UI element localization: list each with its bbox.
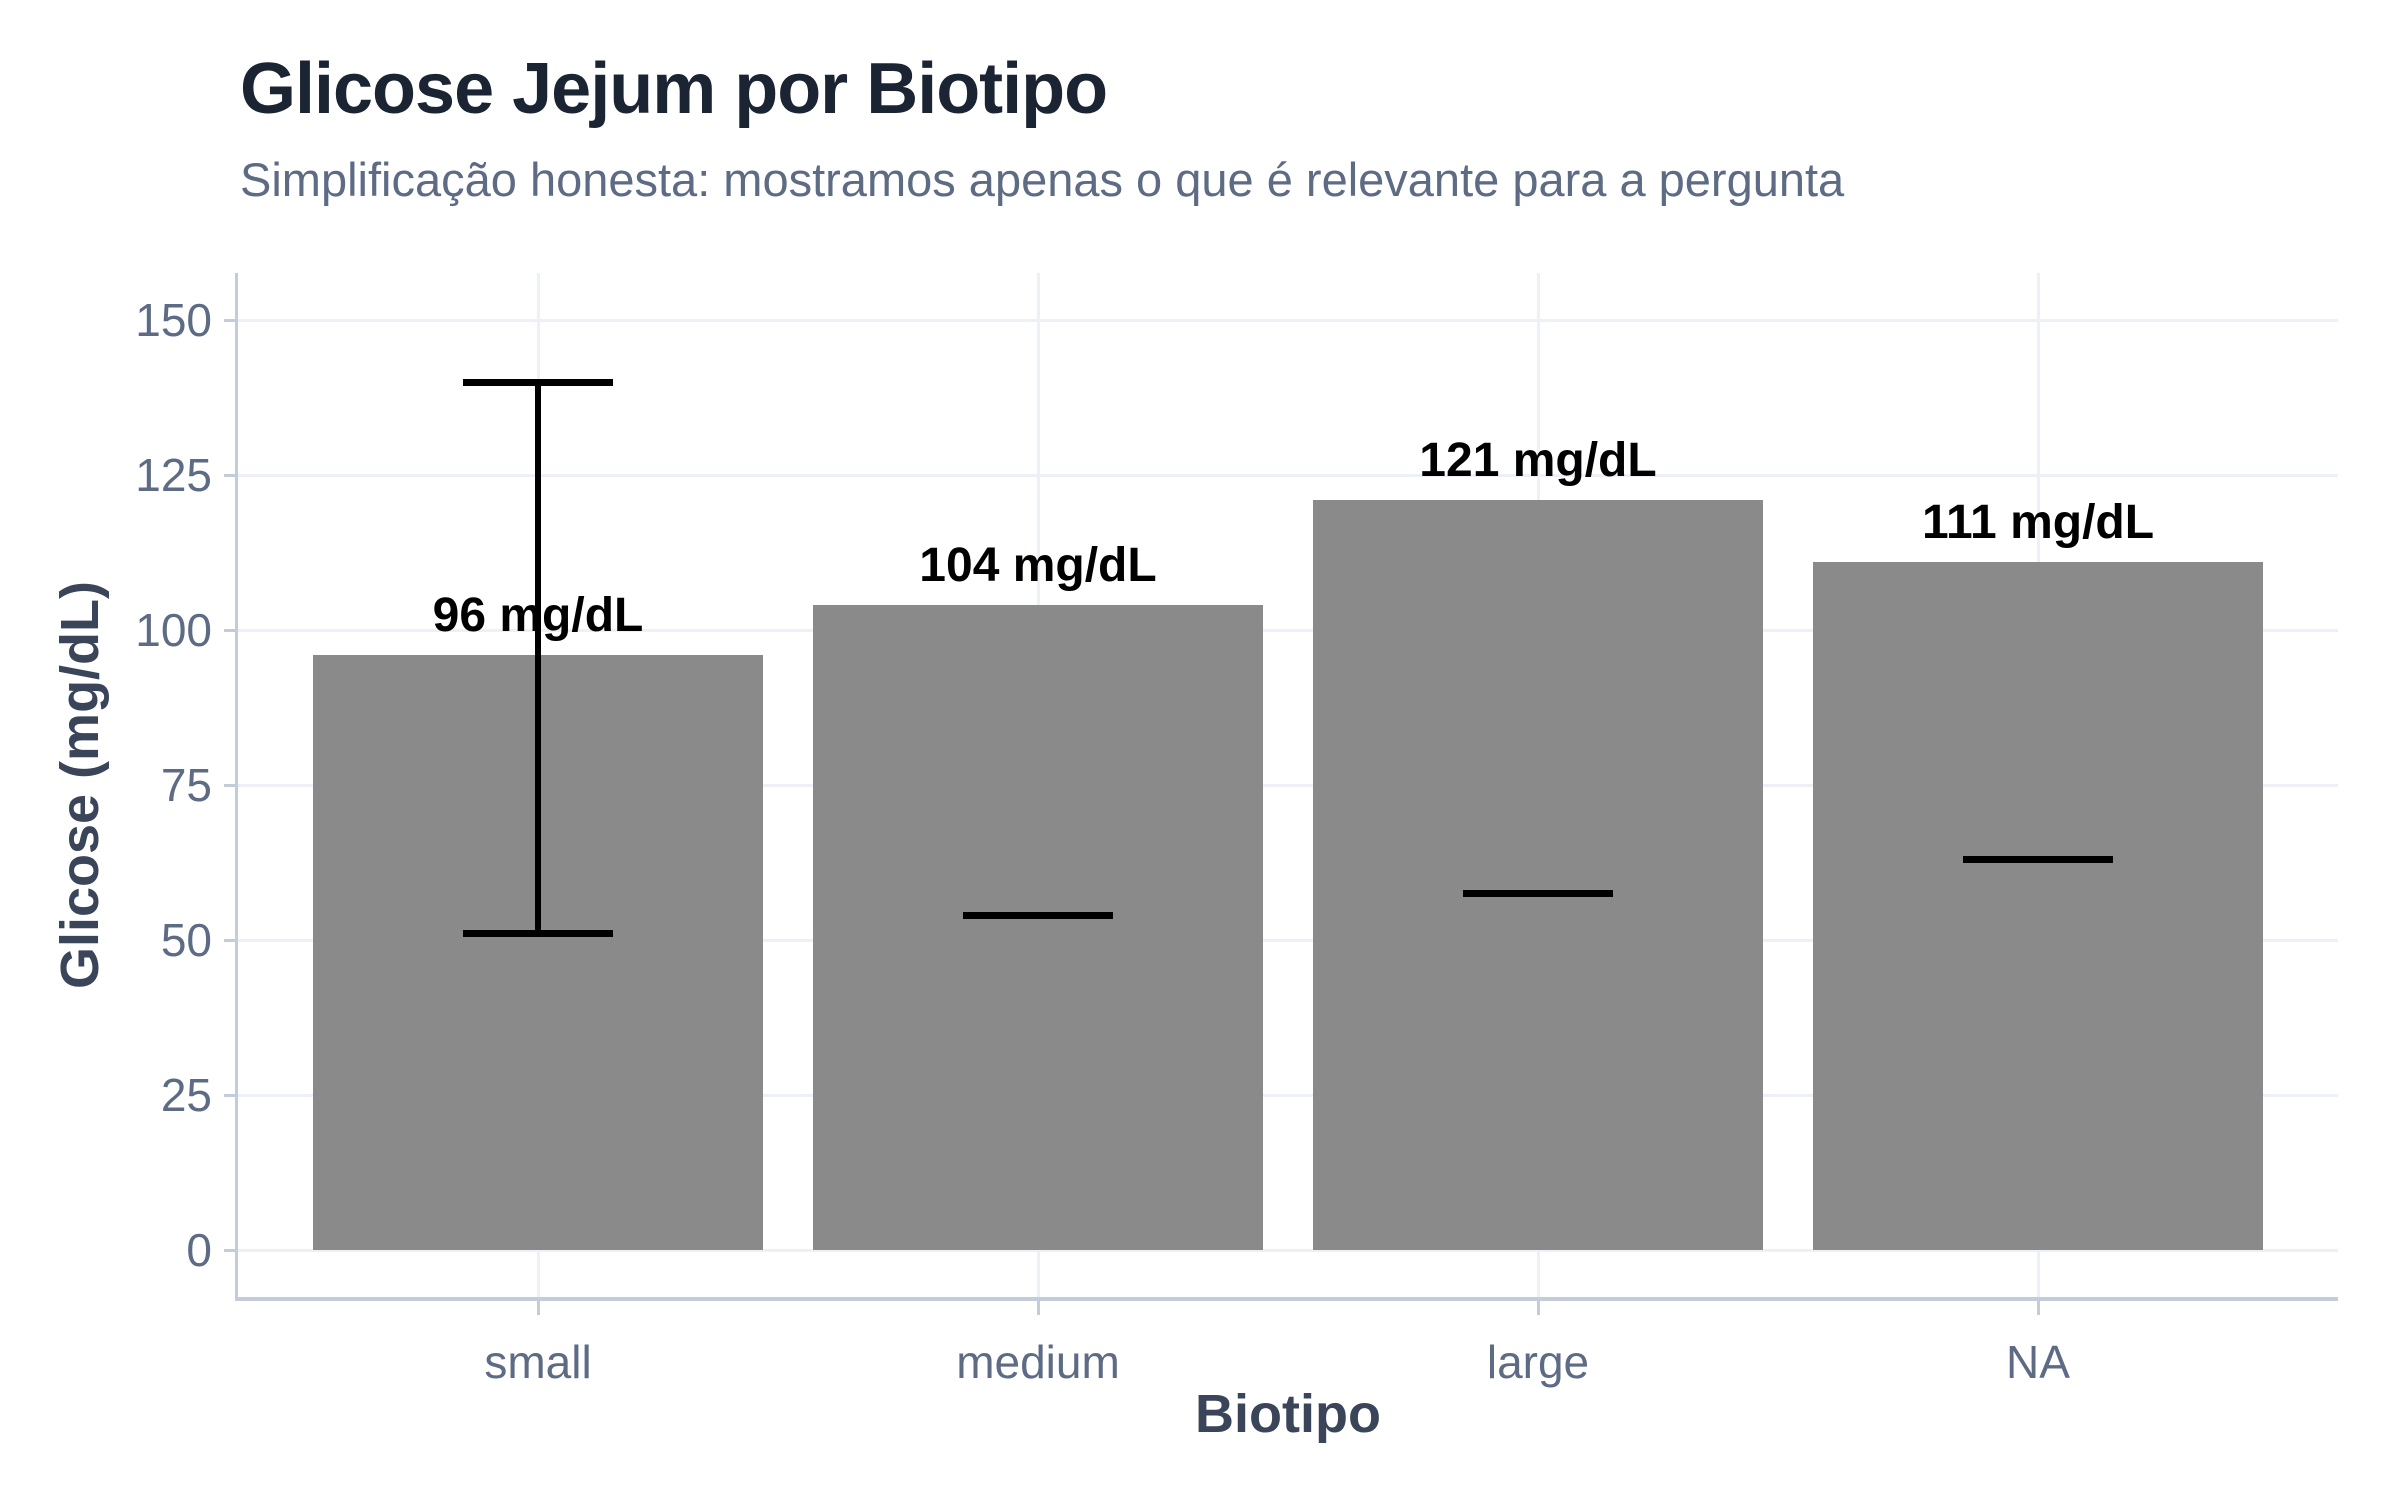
y-tick-mark-150 (224, 318, 238, 322)
error-bar-line-small (535, 382, 541, 934)
y-tick-label-125: 125 (135, 449, 212, 501)
y-axis-line (235, 273, 238, 1301)
y-tick-label-75: 75 (160, 759, 212, 811)
y-tick-mark-75 (224, 783, 238, 787)
y-tick-mark-125 (224, 473, 238, 477)
x-tick-label-small: small (484, 1336, 592, 1388)
dash-marker-medium (963, 911, 1113, 919)
error-bar-cap-bottom-small (463, 930, 613, 938)
x-tick-mark-small (536, 1301, 540, 1315)
gridline-y-100 (238, 628, 2338, 632)
bar-large (1313, 499, 1763, 1250)
y-tick-mark-25 (224, 1093, 238, 1097)
bar-value-label-small: 96 mg/dL (432, 588, 644, 642)
bar-value-label-NA: 111 mg/dL (1921, 495, 2155, 549)
gridline-y-0 (238, 1248, 2338, 1252)
gridline-y-125 (238, 473, 2338, 477)
bar-medium (813, 605, 1263, 1250)
x-tick-label-large: large (1486, 1336, 1590, 1388)
y-tick-label-0: 0 (186, 1224, 212, 1276)
bar-NA (1813, 561, 2263, 1250)
x-tick-mark-medium (1036, 1301, 1040, 1315)
bar-value-label-medium: 104 mg/dL (919, 539, 1157, 593)
x-axis-line (235, 1297, 2338, 1301)
y-tick-label-150: 150 (135, 294, 212, 346)
x-tick-mark-large (1536, 1301, 1540, 1315)
error-bar-cap-top-small (463, 378, 613, 386)
x-tick-label-medium: medium (956, 1336, 1120, 1388)
gridline-y-150 (238, 318, 2338, 322)
x-tick-mark-NA (2036, 1301, 2040, 1315)
chart-title: Glicose Jejum por Biotipo (240, 49, 1108, 129)
y-tick-mark-0 (224, 1248, 238, 1252)
x-tick-label-NA: NA (2006, 1336, 2070, 1388)
x-axis-title: Biotipo (1195, 1384, 1381, 1444)
chart-subtitle: Simplificação honesta: mostramos apenas … (240, 153, 1845, 206)
y-tick-label-50: 50 (160, 914, 212, 966)
gridline-y-50 (238, 938, 2338, 942)
y-tick-label-100: 100 (135, 604, 212, 656)
gridline-y-25 (238, 1093, 2338, 1097)
gridline-y-75 (238, 783, 2338, 787)
y-tick-mark-100 (224, 628, 238, 632)
dash-marker-NA (1963, 855, 2113, 863)
y-tick-mark-50 (224, 938, 238, 942)
y-tick-label-25: 25 (160, 1069, 212, 1121)
dash-marker-large (1463, 890, 1613, 897)
bar-value-label-large: 121 mg/dL (1419, 433, 1657, 487)
